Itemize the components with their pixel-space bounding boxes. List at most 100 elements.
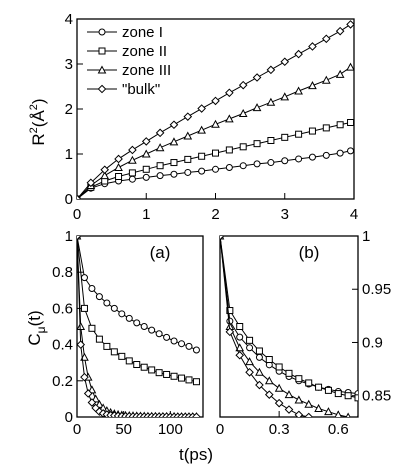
top-x-tick-label: 0 [73, 206, 81, 223]
top-point-bulk [238, 80, 248, 90]
shared-x-axis-label: t(ps) [179, 445, 213, 464]
b-x-tick-label: 0 [216, 421, 224, 438]
b-plot-frame [219, 235, 359, 418]
top-point-bulk [141, 137, 151, 146]
top-point-zone-i [267, 159, 275, 167]
top-point-zone-i [336, 149, 344, 157]
top-point-zone-iii [335, 69, 345, 78]
legend-marker-zone-i [98, 28, 106, 36]
top-point-bulk [86, 178, 96, 188]
top-point-bulk [155, 128, 165, 138]
top-point-zone-iii [128, 155, 137, 164]
b-y-tick-label: 0.95 [362, 281, 391, 298]
legend-label-zone-iii: zone III [122, 62, 171, 79]
a-point-zone-i [140, 323, 148, 330]
a-point-zone-i [170, 337, 178, 345]
top-chart: 0 1 2 3 4 0 1 2 3 4 zone I zone II zone III "bulk" [65, 11, 359, 223]
a-point-zone-ii [170, 372, 178, 380]
top-point-zone-ii [267, 137, 275, 144]
top-point-zone-i [225, 164, 233, 171]
top-point-zone-iii [183, 131, 193, 140]
legend-label-zone-i: zone I [122, 24, 163, 41]
top-y-axis-label: R2(Å2) [28, 98, 48, 145]
top-point-zone-ii [295, 130, 303, 138]
top-point-zone-ii [308, 127, 316, 135]
top-point-zone-ii [142, 165, 150, 173]
b-point-zone-ii [226, 307, 234, 315]
top-y-tick-label: 4 [65, 11, 73, 28]
b-point-zone-ii [236, 323, 244, 330]
a-point-zone-i [95, 293, 103, 301]
top-point-zone-iii [211, 119, 220, 128]
chart-panel-a: 0 50 100 0 0.2 0.4 0.6 0.8 1 (a) [52, 228, 204, 438]
top-point-zone-ii [115, 173, 123, 180]
top-point-zone-i [347, 147, 354, 155]
a-point-zone-i [185, 342, 193, 350]
top-point-bulk [294, 49, 303, 59]
top-point-zone-iii [114, 162, 123, 171]
a-point-zone-ii [185, 376, 193, 384]
b-point-bulk [274, 398, 284, 408]
b-point-zone-iii [245, 357, 254, 366]
top-point-bulk [308, 42, 317, 51]
a-point-bulk [192, 412, 201, 417]
a-point-bulk [83, 389, 93, 398]
b-y-tick-label: 0.85 [362, 388, 391, 405]
top-series-line-bulk [77, 23, 351, 199]
top-point-zone-iii [169, 137, 179, 146]
b-x-tick-label: 0.3 [269, 421, 290, 438]
b-point-bulk [235, 350, 245, 360]
b-point-zone-ii [255, 347, 263, 355]
top-point-zone-ii [347, 119, 354, 126]
b-point-bulk [294, 410, 304, 417]
top-point-zone-ii [322, 124, 330, 132]
b-point-zone-iii [294, 395, 304, 404]
a-y-tick-label: 0.2 [52, 373, 73, 390]
top-series-group [77, 20, 354, 199]
top-point-bulk [100, 165, 110, 175]
b-point-zone-iii [356, 414, 358, 417]
b-point-zone-ii [246, 336, 254, 344]
a-point-bulk [77, 340, 86, 349]
top-point-zone-iii [238, 108, 248, 117]
b-point-zone-i [246, 344, 254, 352]
top-point-zone-iii [225, 114, 234, 123]
top-x-tick-label: 2 [211, 206, 219, 223]
top-point-zone-i [184, 168, 192, 176]
top-point-zone-i [198, 167, 206, 175]
b-y-tick-label: 1 [362, 228, 370, 245]
a-y-tick-label: 0.8 [52, 264, 73, 281]
top-point-zone-ii [170, 159, 178, 167]
top-point-zone-ii [336, 121, 344, 129]
a-series-group [77, 236, 201, 417]
top-point-bulk [197, 104, 206, 113]
a-y-tick-label: 0 [65, 409, 73, 426]
top-point-zone-iii [252, 103, 262, 112]
a-point-zone-ii [148, 366, 156, 374]
top-point-zone-i [295, 155, 303, 163]
top-point-zone-iii [266, 97, 276, 106]
top-point-zone-ii [184, 155, 192, 163]
top-point-zone-iii [141, 149, 151, 158]
a-point-zone-iii [77, 321, 86, 330]
a-point-zone-ii [163, 370, 171, 378]
b-point-zone-ii [295, 375, 303, 383]
b-x-tick-label: 0.6 [328, 421, 349, 438]
a-point-zone-i [110, 304, 118, 312]
b-point-bulk [264, 390, 274, 399]
top-point-bulk [266, 65, 276, 75]
top-point-zone-i [281, 157, 289, 165]
b-point-bulk [284, 405, 294, 414]
top-point-bulk [128, 145, 137, 155]
a-x-tick-label: 100 [158, 421, 183, 438]
a-y-tick-label: 0.4 [52, 337, 73, 354]
a-point-zone-ii [80, 304, 88, 312]
a-plot-frame [76, 235, 204, 418]
top-point-zone-i [128, 175, 136, 183]
a-point-zone-ii [155, 369, 163, 377]
b-series-line-bulk [220, 236, 309, 417]
b-point-zone-iii [345, 412, 351, 417]
top-point-zone-ii [239, 143, 247, 151]
top-point-zone-iii [321, 75, 331, 84]
